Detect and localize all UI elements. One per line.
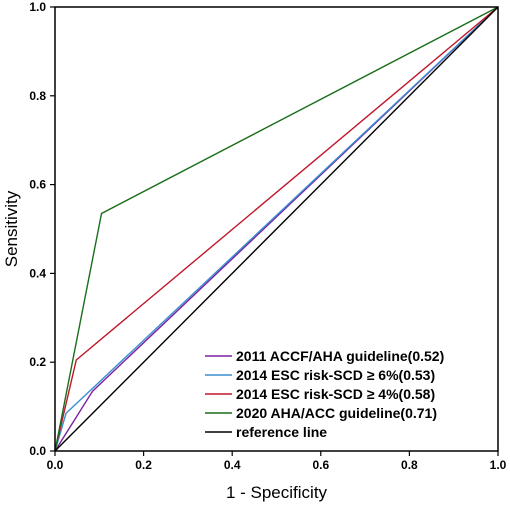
legend-label-0: 2011 ACCF/AHA guideline(0.52) <box>236 348 444 364</box>
y-tick-label: 0.4 <box>29 266 46 280</box>
legend-label-4: reference line <box>236 424 327 440</box>
series-layer <box>54 6 499 452</box>
series-line-1 <box>54 6 499 452</box>
legend-label-1: 2014 ESC risk-SCD ≥ 6%(0.53) <box>236 367 435 383</box>
series-line-3 <box>54 6 499 452</box>
y-tick-label: 0.6 <box>29 178 46 192</box>
y-axis-title: Sensitivity <box>2 190 21 267</box>
legend-label-2: 2014 ESC risk-SCD ≥ 4%(0.58) <box>236 386 435 402</box>
x-tick-label: 0.2 <box>135 458 152 472</box>
x-tick-label: 0.4 <box>224 458 241 472</box>
plot-frame <box>54 6 499 452</box>
series-line-4 <box>54 6 499 452</box>
y-tick-label: 0.0 <box>29 444 46 458</box>
series-line-2 <box>54 6 499 452</box>
x-tick-label: 0.8 <box>401 458 418 472</box>
x-tick-label: 1.0 <box>490 458 507 472</box>
legend-label-3: 2020 AHA/ACC guideline(0.71) <box>236 405 437 421</box>
x-tick-label: 0.6 <box>312 458 329 472</box>
x-axis-title: 1 - Specificity <box>226 483 328 502</box>
y-tick-label: 0.8 <box>29 89 46 103</box>
legend: 2011 ACCF/AHA guideline(0.52) 2014 ESC ri… <box>205 348 444 440</box>
y-tick-label: 0.2 <box>29 355 46 369</box>
x-tick-label: 0.0 <box>47 458 64 472</box>
ticks-layer: 0.0 0.2 0.4 0.6 0.8 1.0 0.0 0.2 0.4 0.6 0.8 1.0 <box>29 0 506 472</box>
y-tick-label: 1.0 <box>29 0 46 14</box>
